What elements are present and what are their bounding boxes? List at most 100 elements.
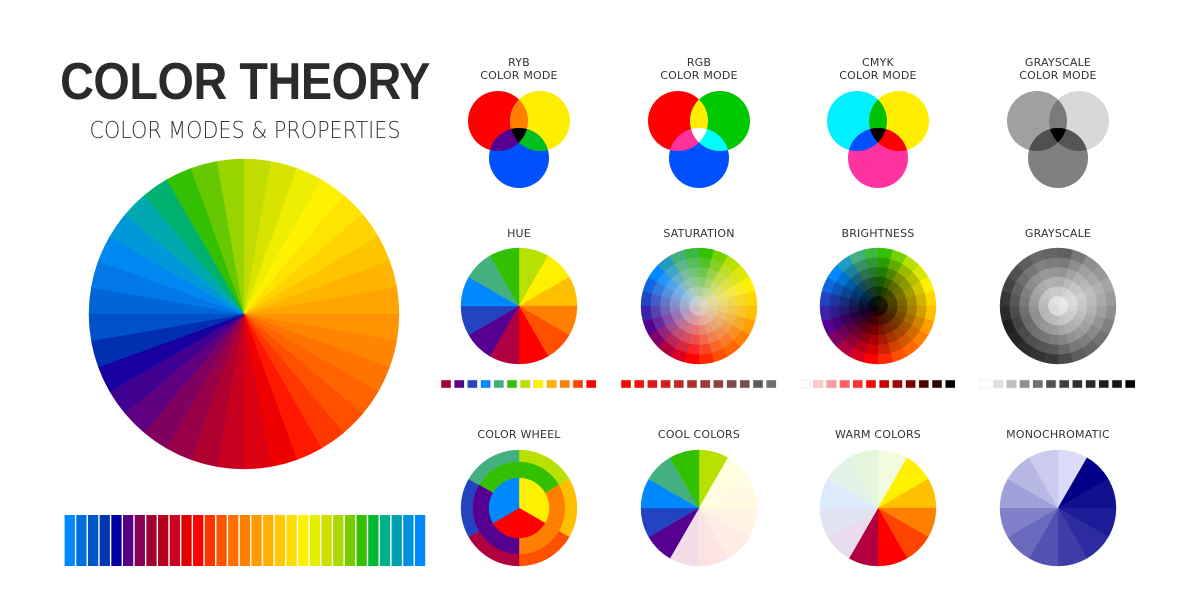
venn-overlap-ac [1028,128,1067,151]
saturation-wheel [640,247,758,365]
spectrum-swatch [204,515,216,566]
monochromatic-wheel [999,449,1117,567]
hue-swatch-strip [440,379,597,389]
venn-label-ryb: RYB COLOR MODE [434,56,604,82]
spectrum-swatch [134,515,145,566]
swatch [467,379,478,389]
swatch [673,379,685,389]
label-grayscale: GRAYSCALE [1024,227,1092,240]
swatch [493,379,505,389]
venn-overlap-ac [669,128,708,151]
spectrum-swatch [321,515,332,566]
scheme-slice [848,449,879,509]
swatch [633,379,645,389]
color-wheel-diagram [460,449,578,567]
swatch [585,379,597,389]
spectrum-swatch [274,515,286,566]
swatch [839,379,850,389]
swatch [905,379,916,389]
hue-spectrum-strip [64,515,426,566]
swatch [992,379,1004,389]
spectrum-swatch [193,515,204,566]
label-cool-colors: COOL COLORS [657,428,741,441]
grayscale-swatch-strip [979,379,1136,389]
venn-label-rgb: RGB COLOR MODE [614,56,784,82]
swatch [865,379,877,389]
spectrum-swatch [216,515,227,566]
label-warm-colors: WARM COLORS [835,428,921,441]
venn-label-line1: RYB [508,56,530,69]
brightness-swatch-strip [799,379,956,389]
swatch [1098,379,1110,389]
swatch [1111,379,1123,389]
spectrum-swatch [169,515,180,566]
saturation-cell [696,296,700,307]
swatch [519,379,531,389]
spectrum-swatch [356,515,367,566]
venn-diagram-grayscale [1007,91,1109,188]
swatch [1032,379,1044,389]
spectrum-swatch [239,515,251,566]
label-color-wheel: COLOR WHEEL [477,428,561,441]
swatch [765,379,777,389]
swatch [453,379,465,389]
spectrum-swatch [333,515,344,566]
spectrum-swatch [403,515,414,566]
venn-diagram-rgb [648,91,750,188]
spectrum-swatch [64,515,75,566]
swatch [892,379,903,389]
spectrum-swatch [251,515,262,566]
venn-label-line1: GRAYSCALE [1024,56,1092,69]
page-title: COLOR THEORY [60,53,430,111]
label-brightness: BRIGHTNESS [841,227,915,240]
swatch [944,379,956,389]
venn-label-grayscale: GRAYSCALE COLOR MODE [973,56,1143,82]
spectrum-swatch [368,515,379,566]
swatch [506,379,518,389]
label-saturation: SATURATION [663,227,735,240]
swatch [878,379,890,389]
venn-diagram-ryb [468,91,570,188]
swatch [826,379,837,389]
spectrum-swatch [414,515,426,566]
venn-overlap-bc [510,128,549,151]
grayscale-cell [1055,296,1059,307]
swatch [979,379,991,389]
venn-overlap-bc [1049,128,1088,151]
venn-label-line1: RGB [686,56,712,69]
swatch [647,379,658,389]
venn-diagram-cmyk [827,91,929,188]
spectrum-swatch [309,515,321,566]
swatch [480,379,491,389]
swatch [546,379,557,389]
swatch [726,379,737,389]
swatch [918,379,930,389]
swatch [1072,379,1083,389]
swatch [686,379,698,389]
scheme-slice [1028,449,1059,509]
hue-wheel [460,247,578,365]
swatch [931,379,943,389]
spectrum-swatch [76,515,87,566]
venn-label-line2: COLOR MODE [660,69,738,82]
warm-colors-wheel [819,449,937,567]
swatch [699,379,711,389]
swatch [752,379,764,389]
spectrum-swatch [286,515,297,566]
label-hue: HUE [507,227,531,240]
swatch [559,379,571,389]
spectrum-swatch [391,515,402,566]
spectrum-swatch [228,515,239,566]
primary-segment [518,477,550,524]
page-subtitle: COLOR MODES & PROPERTIES [89,118,401,144]
venn-overlap-ac [848,128,887,151]
venn-overlap-ac [489,128,528,151]
spectrum-swatch [146,515,157,566]
spectrum-swatch [344,515,356,566]
swatch [660,379,671,389]
venn-label-line1: CMYK [862,56,894,69]
spectrum-swatch [158,515,169,566]
swatch [852,379,864,389]
